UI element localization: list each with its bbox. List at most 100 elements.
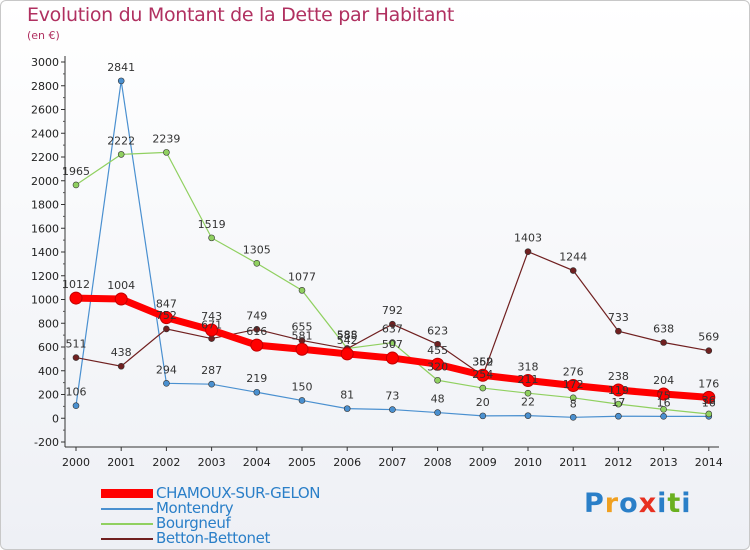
data-point xyxy=(72,402,80,409)
data-point xyxy=(159,311,173,325)
legend-swatch xyxy=(101,508,153,510)
data-point xyxy=(163,380,170,387)
data-point xyxy=(117,151,125,158)
data-point xyxy=(163,325,170,333)
y-tick-label: 1000 xyxy=(31,294,59,307)
data-point xyxy=(524,389,532,397)
data-label: 2222 xyxy=(107,134,135,147)
data-point xyxy=(343,405,351,412)
y-tick-label: 2200 xyxy=(31,151,59,164)
data-label: 172 xyxy=(563,378,584,391)
data-label: 20 xyxy=(476,396,490,409)
data-label: 238 xyxy=(608,370,629,383)
x-tick-label: 2013 xyxy=(650,456,678,469)
chart-title: Evolution du Montant de la Dette par Hab… xyxy=(27,4,455,26)
x-tick-label: 2004 xyxy=(243,456,271,469)
data-point xyxy=(250,338,264,352)
data-point xyxy=(298,287,306,294)
data-label: 318 xyxy=(518,360,539,373)
data-point xyxy=(253,326,261,333)
data-label: 48 xyxy=(431,393,445,406)
data-label: 106 xyxy=(66,386,87,399)
y-tick-label: 1400 xyxy=(31,246,59,259)
data-point xyxy=(479,384,487,392)
data-label: 1519 xyxy=(198,218,226,231)
y-tick-label: -200 xyxy=(34,436,59,449)
data-point xyxy=(615,412,622,420)
data-label: 438 xyxy=(111,346,132,359)
data-point xyxy=(434,376,441,384)
y-tick-label: 3000 xyxy=(31,56,59,69)
data-label: 1012 xyxy=(62,278,90,291)
proxiti-logo: Proxiti xyxy=(584,488,692,519)
x-tick-label: 2012 xyxy=(604,456,632,469)
data-label: 16 xyxy=(702,396,716,409)
data-point xyxy=(521,373,535,387)
data-point xyxy=(205,323,219,337)
data-point xyxy=(208,234,215,242)
y-tick-label: 1200 xyxy=(31,270,59,283)
data-label: 733 xyxy=(608,311,629,324)
logo-letter: x xyxy=(638,488,658,519)
x-tick-label: 2002 xyxy=(152,456,180,469)
series-lines xyxy=(69,77,716,421)
data-label: 616 xyxy=(246,325,267,338)
data-label: 581 xyxy=(292,329,313,342)
data-label: 752 xyxy=(156,309,177,322)
data-label: 2239 xyxy=(152,132,180,145)
data-label: 276 xyxy=(563,365,584,378)
data-label: 362 xyxy=(472,355,493,368)
data-point xyxy=(389,339,396,346)
data-point xyxy=(340,347,354,361)
x-tick-label: 2001 xyxy=(107,456,135,469)
data-label: 507 xyxy=(382,338,403,351)
data-point xyxy=(72,181,80,189)
data-label: 1403 xyxy=(514,232,542,245)
data-point xyxy=(660,406,667,413)
x-tick-label: 2003 xyxy=(198,456,226,469)
data-label: 542 xyxy=(337,334,358,347)
data-point xyxy=(431,357,445,371)
legend-label: CHAMOUX-SUR-GELON xyxy=(156,484,321,502)
x-tick-label: 2000 xyxy=(62,456,90,469)
data-label: 81 xyxy=(340,389,354,402)
x-tick-label: 2008 xyxy=(424,456,452,469)
legend-label: Betton-Bettonet xyxy=(156,529,270,547)
data-label: 17 xyxy=(611,396,625,409)
data-point xyxy=(705,410,713,418)
data-point xyxy=(117,362,125,370)
y-tick-label: 1600 xyxy=(31,222,59,235)
data-label: 511 xyxy=(66,338,87,351)
data-point xyxy=(615,400,622,408)
data-label: 623 xyxy=(427,324,448,337)
data-point xyxy=(114,292,128,306)
logo-letter: o xyxy=(619,488,639,519)
x-tick-label: 2009 xyxy=(469,456,497,469)
data-label: 1077 xyxy=(288,270,316,283)
data-label: 1305 xyxy=(243,243,271,256)
x-tick-label: 2005 xyxy=(288,456,316,469)
data-point xyxy=(569,267,577,274)
data-point xyxy=(479,412,487,420)
data-label: 637 xyxy=(382,323,403,336)
legend-swatch xyxy=(101,523,153,525)
data-label: 16 xyxy=(657,396,671,409)
logo-letter: P xyxy=(584,488,605,519)
data-label: 211 xyxy=(518,373,539,386)
data-label: 749 xyxy=(246,309,267,322)
y-tick-label: 2600 xyxy=(31,104,59,117)
data-label: 585 xyxy=(337,329,358,342)
data-point xyxy=(253,259,261,267)
x-tick-label: 2006 xyxy=(333,456,361,469)
data-label: 254 xyxy=(472,368,493,381)
y-tick-label: 2000 xyxy=(31,175,59,188)
data-point xyxy=(660,339,667,346)
legend-label: Montendry xyxy=(156,499,234,517)
data-label: 743 xyxy=(201,310,222,323)
data-labels: 106 2841 294 287 219 150 81 73 48 20 22 8 17 16 16 1965… xyxy=(62,61,719,410)
data-label: 119 xyxy=(608,384,629,397)
data-point xyxy=(615,327,622,335)
legend-swatch xyxy=(101,538,153,540)
data-point xyxy=(69,291,83,305)
